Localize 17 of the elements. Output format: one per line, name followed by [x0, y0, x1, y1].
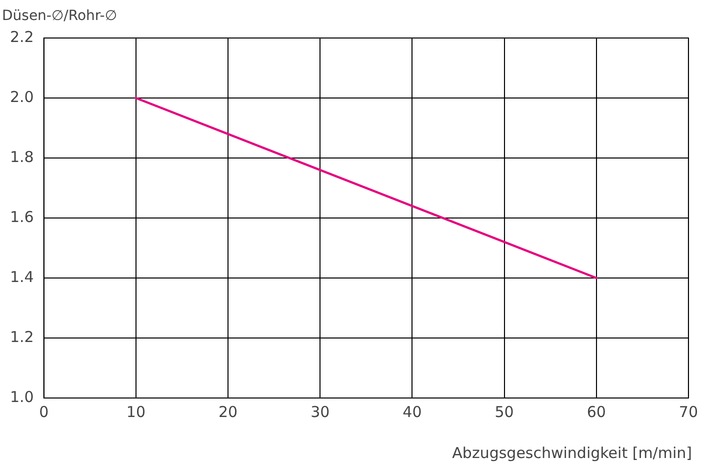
x-tick-label: 10 — [126, 402, 146, 421]
x-tick-label: 60 — [586, 402, 606, 421]
y-tick-label: 2.2 — [10, 28, 34, 46]
y-tick-label: 1.0 — [10, 388, 34, 406]
y-tick-label: 1.4 — [10, 268, 34, 286]
x-tick-label: 50 — [494, 402, 514, 421]
x-tick-label: 0 — [39, 402, 49, 421]
x-axis-title: Abzugsgeschwindigkeit [m/min] — [452, 444, 692, 462]
x-tick-label: 30 — [310, 402, 330, 421]
x-tick-label: 20 — [218, 402, 238, 421]
x-tick-label: 70 — [678, 402, 698, 421]
y-tick-label: 1.8 — [10, 148, 34, 166]
y-axis-title: Düsen-∅/Rohr-∅ — [2, 8, 118, 24]
y-tick-label: 2.0 — [10, 88, 34, 106]
y-tick-label: 1.2 — [10, 328, 34, 346]
y-tick-label: 1.6 — [10, 208, 34, 226]
x-tick-label: 40 — [402, 402, 422, 421]
